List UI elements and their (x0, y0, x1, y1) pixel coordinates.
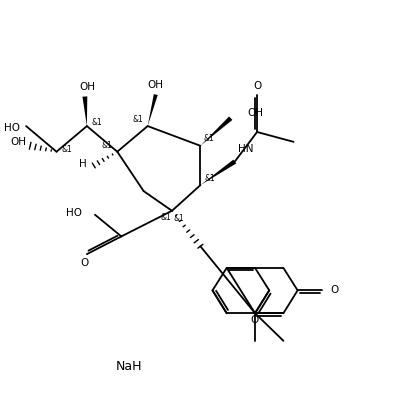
Text: &1: &1 (92, 119, 103, 127)
Text: HO: HO (4, 123, 20, 133)
Text: OH: OH (148, 80, 164, 90)
Text: &1: &1 (204, 134, 214, 143)
Text: &1: &1 (133, 115, 144, 124)
Text: NaH: NaH (116, 360, 143, 373)
Text: &1: &1 (160, 213, 171, 222)
Polygon shape (83, 97, 87, 126)
Text: O: O (331, 285, 339, 296)
Polygon shape (148, 94, 158, 126)
Text: H: H (79, 158, 87, 169)
Text: HO: HO (66, 208, 82, 218)
Text: O: O (81, 258, 89, 268)
Text: &1: &1 (204, 174, 215, 182)
Text: &1: &1 (61, 145, 72, 154)
Polygon shape (200, 117, 232, 146)
Text: &1: &1 (102, 141, 112, 150)
Polygon shape (200, 160, 236, 185)
Text: O: O (250, 315, 258, 325)
Text: OH: OH (79, 82, 95, 92)
Text: HN: HN (238, 144, 254, 154)
Text: O: O (253, 81, 261, 91)
Text: OH: OH (247, 108, 263, 119)
Text: OH: OH (10, 137, 26, 147)
Text: &1: &1 (173, 214, 184, 223)
